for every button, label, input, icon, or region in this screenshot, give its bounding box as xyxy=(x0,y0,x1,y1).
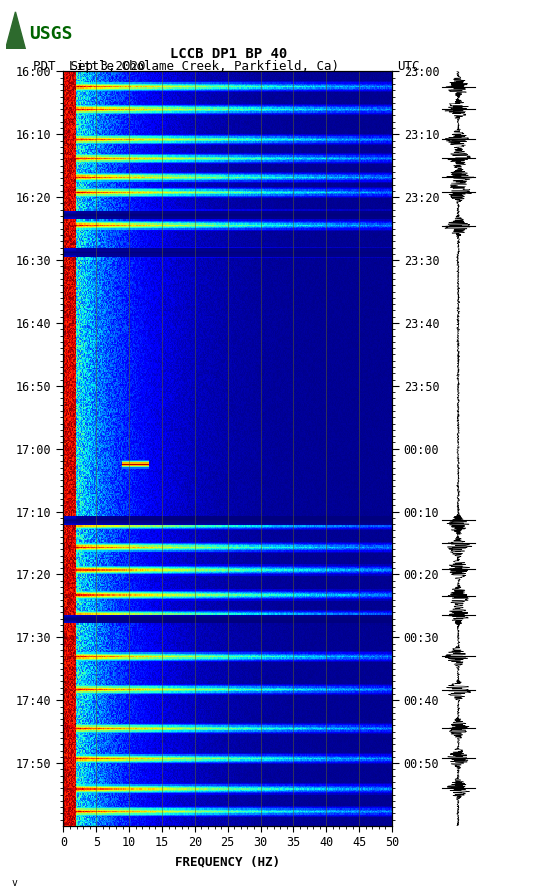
X-axis label: FREQUENCY (HZ): FREQUENCY (HZ) xyxy=(175,855,280,868)
Text: v: v xyxy=(11,878,17,888)
Polygon shape xyxy=(6,12,25,49)
Text: Little Cholame Creek, Parkfield, Ca): Little Cholame Creek, Parkfield, Ca) xyxy=(69,60,339,73)
Text: USGS: USGS xyxy=(29,25,72,43)
Text: PDT  Sep 3,2020: PDT Sep 3,2020 xyxy=(33,60,146,73)
Text: LCCB DP1 BP 40: LCCB DP1 BP 40 xyxy=(171,46,288,61)
Text: UTC: UTC xyxy=(397,60,420,73)
